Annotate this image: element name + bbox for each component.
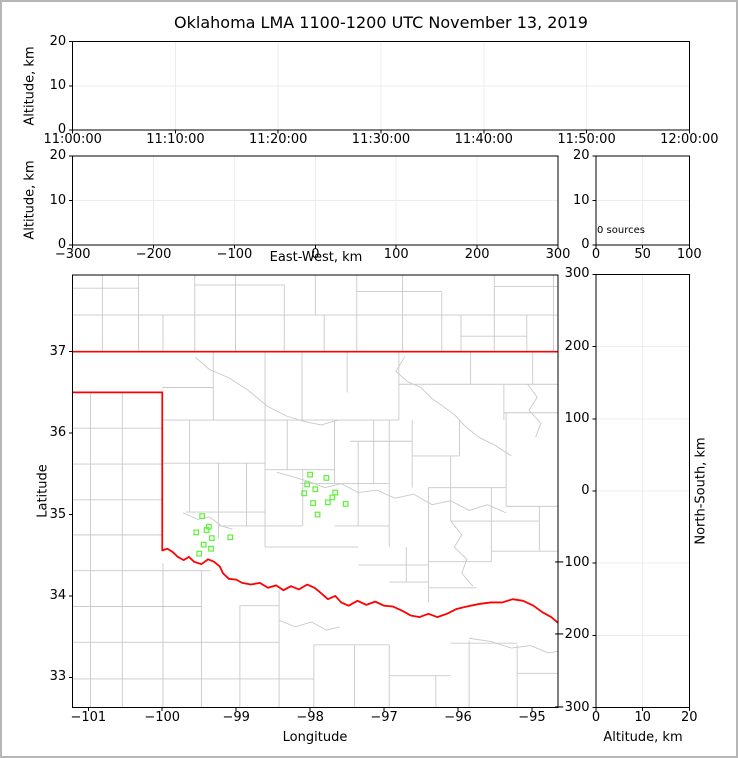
lon-alt-xlabel: East-West, km xyxy=(269,250,363,265)
lon_alt-ytick-label: 10 xyxy=(49,192,67,208)
plan-view-ylabel: Latitude xyxy=(35,464,51,518)
figure-title: Oklahoma LMA 1100-1200 UTC November 13, … xyxy=(174,13,588,32)
lma-station-marker xyxy=(310,500,316,507)
time_height-frame xyxy=(72,41,690,131)
time_height-ytick-label: 10 xyxy=(49,77,67,93)
lon_alt-xtick-label: −300 xyxy=(54,247,91,262)
lma-station-marker xyxy=(307,471,314,478)
plan_view-ytick-label: 35 xyxy=(49,506,67,522)
time_height-xtick-label: 11:20:00 xyxy=(249,132,308,147)
histogram-ytick-label: 0 xyxy=(581,236,590,252)
histogram-ytick-label: 20 xyxy=(572,147,590,163)
ns_alt-ytick-label: −100 xyxy=(553,555,590,571)
time_height-panel xyxy=(69,41,690,134)
lon_alt-xtick-label: −200 xyxy=(135,247,172,262)
plan_view-ytick-label: 33 xyxy=(49,669,67,685)
lma-station-marker xyxy=(200,541,207,548)
lma-station-marker xyxy=(324,499,331,506)
lon_alt-xtick-label: 300 xyxy=(545,247,571,262)
lma-station-marker xyxy=(227,534,234,541)
lon_alt-xtick-label: −100 xyxy=(216,247,253,262)
lon_alt-frame xyxy=(72,155,559,246)
county-boundary-line xyxy=(450,520,474,587)
state-border-panhandle xyxy=(72,391,164,551)
plan_view-xtick-label: −100 xyxy=(144,709,181,725)
lma-station-marker xyxy=(196,550,203,557)
time_height-xtick-label: 11:00:00 xyxy=(43,132,102,147)
lon_alt-xtick-label: 0 xyxy=(311,247,320,262)
ns_alt-ytick-label: 200 xyxy=(564,338,590,354)
lma-station-marker xyxy=(312,486,319,493)
plan_view-xtick-label: −97 xyxy=(370,709,398,725)
lma-station-marker xyxy=(301,490,308,497)
lma-station-marker xyxy=(323,474,330,481)
time_height-xtick-label: 11:40:00 xyxy=(454,132,513,147)
lma-station-marker xyxy=(208,535,215,542)
ns_alt-frame xyxy=(595,273,690,709)
ns_alt-ytick-label: 300 xyxy=(564,266,590,282)
lon_alt-ytick-label: 0 xyxy=(57,236,67,252)
ns_alt-ytick-label: 0 xyxy=(581,482,590,498)
plan_view-xtick-label: −95 xyxy=(518,709,546,725)
lma-station-marker xyxy=(314,511,321,518)
plan_view-xtick-label: −98 xyxy=(296,709,324,725)
ns_alt-xtick-label: 20 xyxy=(681,709,698,725)
ns-alt-right-label: North-South, km xyxy=(693,437,709,545)
county-boundary-line xyxy=(182,512,233,530)
plan-view-map xyxy=(72,275,558,708)
lma-station-marker xyxy=(193,529,200,536)
histogram-panel xyxy=(592,155,690,249)
histogram-ytick-label: 10 xyxy=(572,192,590,208)
plan_view-panel xyxy=(69,351,533,712)
histogram-xtick-label: 100 xyxy=(676,247,702,262)
lma-station-marker xyxy=(203,527,210,533)
lon-alt-ylabel: Altitude, km xyxy=(22,160,38,240)
ns_alt-ytick-label: 100 xyxy=(564,410,590,426)
plan-view-xlabel: Longitude xyxy=(282,730,348,745)
histogram-xtick-label: 0 xyxy=(591,247,601,262)
time_height-ytick-label: 20 xyxy=(49,33,67,49)
plan_view-ytick-label: 34 xyxy=(49,587,67,603)
ns_alt-ytick-label: −300 xyxy=(553,699,590,715)
plan_view-ytick-label: 36 xyxy=(49,424,67,440)
county-boundary-line xyxy=(278,619,340,631)
lon_alt-xtick-label: 200 xyxy=(464,247,490,262)
ns_alt-xtick-label: 0 xyxy=(591,709,601,725)
ns_alt-panel xyxy=(592,273,690,712)
lma-station-marker xyxy=(342,501,349,507)
time-height-ylabel: Altitude, km xyxy=(22,46,38,126)
state-border-red-river xyxy=(161,547,558,624)
plan_view-frame xyxy=(72,274,559,709)
time_height-xtick-label: 12:00:00 xyxy=(660,132,719,147)
lma-station-marker xyxy=(199,513,206,520)
histogram-frame xyxy=(595,155,690,246)
plan_view-xtick-label: −99 xyxy=(222,709,250,725)
ns_alt-ytick-label: −200 xyxy=(553,627,590,643)
county-boundary-line xyxy=(395,356,512,457)
county-boundary-line xyxy=(469,637,558,654)
histogram-xtick-label: 50 xyxy=(634,247,651,262)
time_height-xtick-label: 11:50:00 xyxy=(557,132,616,147)
lon_alt-panel xyxy=(69,155,559,249)
time_height-ytick-label: 0 xyxy=(57,121,67,137)
county-boundary-line xyxy=(527,383,542,438)
lon_alt-ytick-label: 20 xyxy=(49,147,67,163)
ns-alt-xlabel: Altitude, km xyxy=(603,730,683,745)
plan_view-xtick-label: −101 xyxy=(70,709,107,725)
lma-station-marker xyxy=(304,481,311,488)
lma-station-marker xyxy=(332,489,339,496)
county-boundary-line xyxy=(195,357,339,426)
plan_view-ytick-label: 37 xyxy=(49,343,67,359)
plan_view-xtick-label: −96 xyxy=(444,709,472,725)
county-boundary-line xyxy=(276,471,507,514)
lon_alt-xtick-label: 100 xyxy=(383,247,409,262)
time_height-xtick-label: 11:10:00 xyxy=(146,132,205,147)
ns_alt-xtick-label: 10 xyxy=(634,709,651,725)
source-count-annotation: 0 sources xyxy=(597,225,645,236)
time_height-xtick-label: 11:30:00 xyxy=(351,132,411,147)
lma-station-marker xyxy=(208,545,214,552)
lma-station-marker xyxy=(329,494,336,501)
